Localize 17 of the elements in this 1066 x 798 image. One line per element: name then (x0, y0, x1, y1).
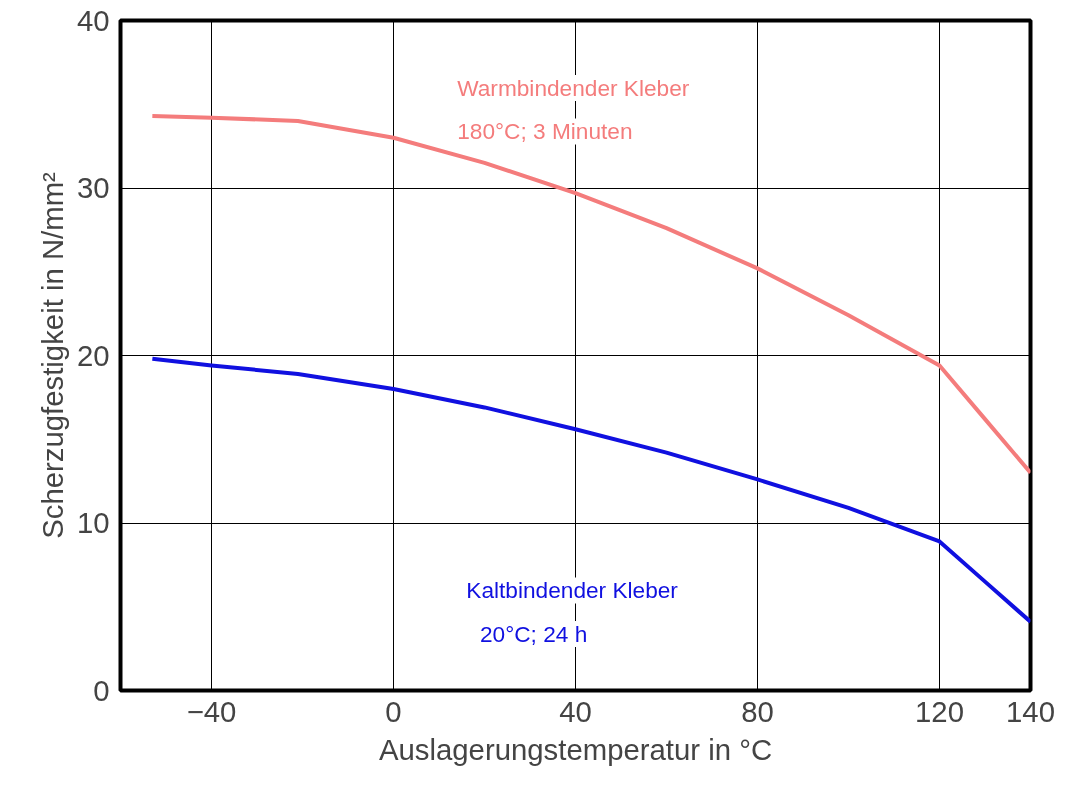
x-tick-label: −40 (186, 694, 237, 728)
y-tick-label: 30 (76, 171, 110, 204)
x-axis-title: Auslagerungstemperatur in °C (378, 732, 773, 766)
x-tick-label: 120 (915, 694, 964, 728)
line-series (150, 356, 1031, 624)
y-tick-label: 40 (76, 3, 110, 37)
y-tick-label: 20 (76, 338, 110, 372)
x-tick-label: 80 (741, 694, 774, 728)
x-tick-label: 40 (559, 694, 592, 728)
series-label: Warmbindender Kleber 180°C; 3 Minuten (457, 74, 690, 145)
line-series (150, 113, 1031, 475)
y-tick-label: 10 (76, 506, 110, 539)
x-tick-label: 140 (1006, 694, 1055, 728)
y-tick-label: 0 (93, 673, 110, 707)
x-tick-label: 0 (385, 694, 402, 728)
text: Kaltbindender Kleber 20°C; 24 h (466, 577, 679, 647)
y-axis-title: Scherzugfestigkeit in N/mm² (35, 171, 69, 539)
